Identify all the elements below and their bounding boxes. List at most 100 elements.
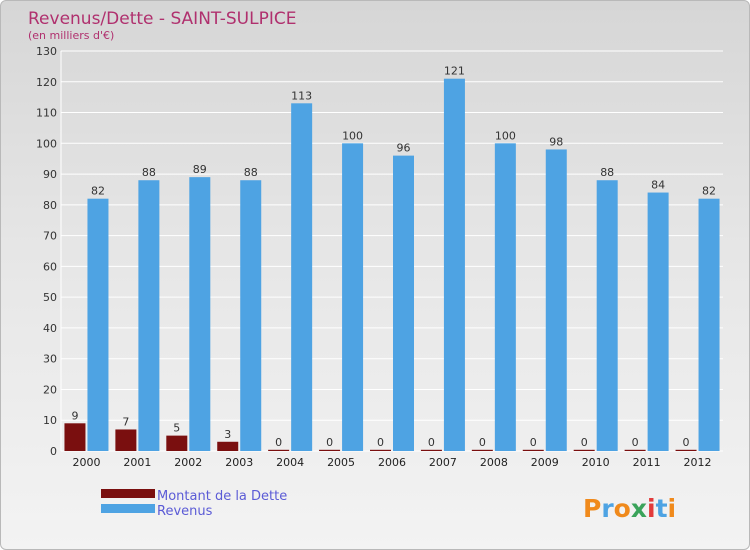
y-tick-label: 10 (43, 414, 57, 427)
data-label-revenue-2005: 100 (342, 129, 363, 142)
bar-debt-2003 (217, 441, 239, 451)
data-label-debt-2003: 3 (224, 428, 231, 441)
x-tick-label-2008: 2008 (480, 456, 508, 469)
data-label-revenue-2007: 121 (444, 65, 465, 78)
logo-letter: r (601, 494, 614, 523)
data-label-revenue-2003: 88 (244, 166, 258, 179)
y-tick-label: 20 (43, 383, 57, 396)
bar-debt-2011 (624, 449, 646, 451)
data-label-debt-2010: 0 (581, 436, 588, 449)
grid-lines (60, 50, 723, 452)
data-label-revenue-2006: 96 (397, 142, 411, 155)
logo-letter: i (668, 494, 677, 523)
x-tick-label-2001: 2001 (123, 456, 151, 469)
bar-revenue-2000 (87, 198, 109, 451)
y-tick-label: 50 (43, 291, 57, 304)
legend-swatch-revenue (101, 504, 155, 513)
x-tick-label-2007: 2007 (429, 456, 457, 469)
y-tick-label: 70 (43, 230, 57, 243)
bar-revenue-2004 (291, 103, 313, 452)
bar-debt-2009 (522, 449, 544, 451)
data-label-debt-2004: 0 (275, 436, 282, 449)
data-label-debt-2009: 0 (530, 436, 537, 449)
bar-revenue-2009 (545, 149, 567, 451)
logo-letter: t (656, 494, 668, 523)
logo-letter: x (631, 494, 647, 523)
data-label-revenue-2011: 84 (651, 179, 665, 192)
x-tick-label-2004: 2004 (276, 456, 304, 469)
x-tick-label-2011: 2011 (633, 456, 661, 469)
bar-debt-2005 (319, 449, 341, 451)
bar-debt-2002 (166, 435, 188, 451)
x-tick-label-2005: 2005 (327, 456, 355, 469)
x-tick-label-2009: 2009 (531, 456, 559, 469)
bars (64, 78, 720, 452)
data-labels: 9 82 7 88 5 89 3 88 0 113 0 100 0 96 0 121 0 100 0 98 0 88 0 84… (71, 65, 716, 449)
bar-revenue-2003 (240, 180, 262, 451)
y-tick-label: 130 (36, 45, 57, 58)
bar-revenue-2005 (342, 143, 364, 452)
data-label-revenue-2012: 82 (702, 185, 716, 198)
x-axis-labels: 2000 2001 2002 2003 2004 2005 2006 2007 2008 2009… (72, 456, 711, 469)
proxiti-logo: Proxiti (583, 494, 676, 523)
y-tick-label: 30 (43, 353, 57, 366)
data-label-revenue-2000: 82 (91, 185, 105, 198)
y-tick-label: 40 (43, 322, 57, 335)
legend-swatch-debt (101, 489, 155, 498)
data-label-revenue-2004: 113 (291, 89, 312, 102)
x-tick-label-2003: 2003 (225, 456, 253, 469)
data-label-debt-2006: 0 (377, 436, 384, 449)
bar-debt-2007 (420, 449, 442, 451)
bar-revenue-2011 (647, 192, 669, 452)
data-label-debt-2008: 0 (479, 436, 486, 449)
bar-revenue-2001 (138, 180, 160, 451)
data-label-debt-2011: 0 (632, 436, 639, 449)
data-label-debt-2012: 0 (683, 436, 690, 449)
x-tick-label-2010: 2010 (582, 456, 610, 469)
x-tick-label-2002: 2002 (174, 456, 202, 469)
data-label-revenue-2009: 98 (549, 135, 563, 148)
logo-letter: i (647, 494, 656, 523)
bar-revenue-2002 (189, 177, 211, 451)
y-tick-label: 90 (43, 168, 57, 181)
data-label-revenue-2001: 88 (142, 166, 156, 179)
chart-title: Revenus/Dette - SAINT-SULPICE (28, 9, 296, 29)
y-tick-label: 100 (36, 137, 57, 150)
legend-label-revenue: Revenus (157, 504, 213, 519)
data-label-revenue-2008: 100 (495, 129, 516, 142)
bar-revenue-2010 (596, 180, 618, 451)
bar-revenue-2008 (494, 143, 516, 452)
y-tick-label: 0 (50, 445, 57, 458)
legend: Montant de la Dette Revenus (101, 489, 287, 519)
bar-debt-2006 (370, 449, 391, 451)
bar-debt-2004 (268, 449, 290, 451)
x-tick-label-2012: 2012 (684, 456, 712, 469)
bar-debt-2008 (471, 449, 493, 451)
bar-revenue-2012 (698, 198, 720, 451)
data-label-debt-2001: 7 (122, 415, 129, 428)
bar-debt-2000 (64, 423, 86, 451)
data-label-debt-2007: 0 (428, 436, 435, 449)
bar-debt-2012 (675, 449, 697, 451)
bar-debt-2001 (115, 429, 137, 451)
y-tick-label: 120 (36, 76, 57, 89)
y-tick-label: 110 (36, 107, 57, 120)
y-tick-label: 60 (43, 260, 57, 273)
data-label-debt-2000: 9 (71, 409, 78, 422)
bar-debt-2010 (573, 449, 595, 451)
x-tick-label-2006: 2006 (378, 456, 406, 469)
bar-revenue-2006 (393, 155, 414, 451)
y-axis: 0 10 20 30 40 50 60 70 80 90 100 110 120 130 (36, 45, 57, 458)
logo-letter: P (583, 494, 601, 523)
legend-label-debt: Montant de la Dette (157, 489, 287, 504)
data-label-revenue-2002: 89 (193, 163, 207, 176)
x-tick-label-2000: 2000 (72, 456, 100, 469)
data-label-revenue-2010: 88 (600, 166, 614, 179)
bar-revenue-2007 (443, 78, 465, 451)
data-label-debt-2005: 0 (326, 436, 333, 449)
chart-subtitle: (en milliers d'€) (28, 29, 114, 42)
logo-letter: o (614, 494, 631, 523)
y-tick-label: 80 (43, 199, 57, 212)
